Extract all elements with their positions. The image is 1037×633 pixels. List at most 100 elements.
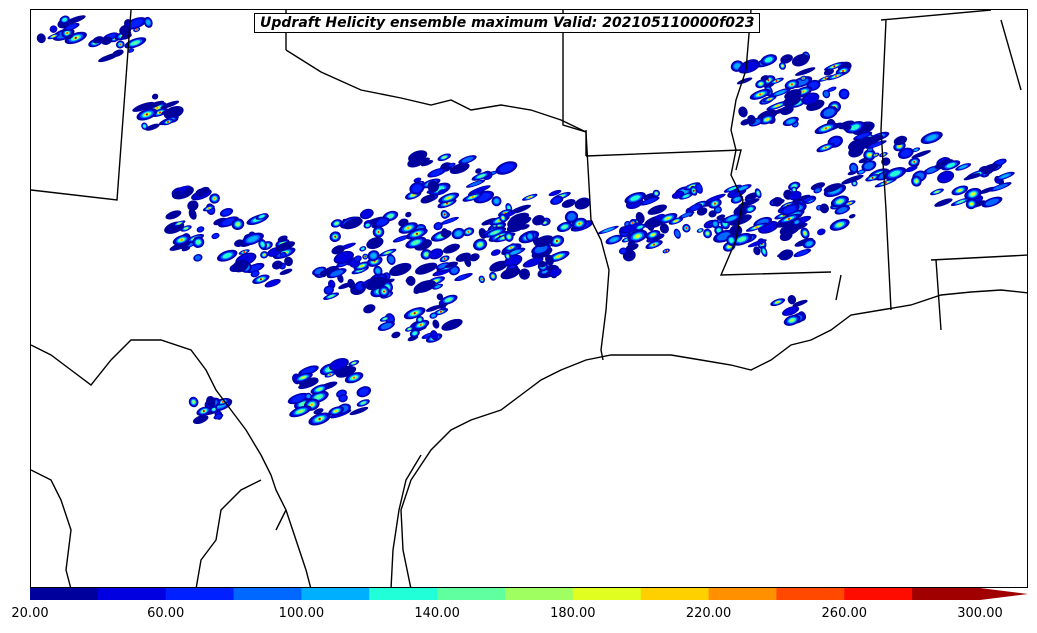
helicity-cell (355, 256, 361, 261)
helicity-cell (447, 196, 450, 199)
helicity-cell (266, 279, 280, 287)
helicity-cell (795, 67, 816, 76)
helicity-cell (436, 293, 444, 301)
helicity-cell (353, 376, 356, 379)
helicity-cell (66, 24, 77, 30)
helicity-cell (181, 246, 191, 252)
helicity-cell (360, 265, 363, 267)
helicity-cell (380, 322, 392, 330)
mississippi-river (719, 10, 832, 276)
helicity-cell (64, 15, 86, 25)
helicity-cell (424, 252, 428, 256)
helicity-cell (622, 223, 641, 233)
helicity-cell (469, 253, 480, 262)
helicity-cell (234, 239, 244, 247)
helicity-cell (260, 241, 265, 247)
helicity-cell (388, 255, 395, 264)
helicity-cell (319, 270, 328, 278)
helicity-cell (455, 231, 462, 237)
ar-la-border (585, 149, 742, 171)
helicity-cell (874, 154, 877, 157)
helicity-cell (727, 216, 737, 221)
helicity-cell (435, 303, 448, 309)
helicity-cell (438, 263, 448, 269)
helicity-cell (159, 111, 161, 114)
colorbar-segment (301, 588, 370, 600)
helicity-cell (728, 186, 737, 191)
helicity-cell (833, 65, 836, 68)
helicity-cell (415, 232, 418, 235)
helicity-cell (561, 198, 576, 208)
colorbar-tick-label: 60.00 (147, 606, 185, 621)
helicity-cell (824, 127, 828, 130)
helicity-cell (431, 314, 436, 318)
helicity-cell (407, 227, 410, 229)
helicity-cell (562, 225, 567, 229)
helicity-cell (489, 260, 508, 272)
helicity-cell (914, 148, 918, 151)
helicity-cell (893, 135, 908, 146)
colorbar-tick-label: 220.00 (685, 606, 732, 621)
helicity-cell (316, 387, 322, 391)
helicity-cell (837, 199, 843, 204)
helicity-cell (192, 414, 209, 424)
helicity-cell (858, 157, 869, 164)
helicity-cell (247, 236, 258, 242)
helicity-cell (776, 301, 779, 304)
helicity-cell (443, 218, 456, 224)
helicity-cell (770, 106, 790, 115)
helicity-cell (128, 19, 143, 28)
helicity-cell (202, 410, 205, 413)
helicity-cell (315, 395, 322, 399)
helicity-cell (659, 223, 669, 234)
helicity-cell (803, 93, 818, 104)
colorbar-extend-arrow (980, 588, 1028, 600)
helicity-cell (778, 249, 794, 261)
helicity-cell (793, 188, 796, 191)
helicity-cell (745, 192, 759, 200)
helicity-cell (665, 250, 668, 252)
helicity-cell (112, 49, 124, 57)
helicity-cell (340, 395, 347, 401)
helicity-cell (221, 218, 236, 226)
helicity-cell (450, 267, 458, 274)
helicity-cell (415, 263, 435, 275)
helicity-cell (692, 189, 695, 192)
helicity-cell (647, 204, 667, 215)
helicity-cell (51, 35, 56, 38)
helicity-cell (792, 194, 811, 203)
helicity-cell (791, 53, 810, 67)
helicity-cell (156, 106, 159, 109)
helicity-cell (804, 232, 806, 235)
helicity-cell (789, 191, 801, 200)
helicity-cell (279, 268, 293, 275)
helicity-cell (363, 304, 376, 314)
helicity-cell (635, 211, 645, 224)
helicity-cell (841, 174, 864, 185)
helicity-cell (510, 250, 520, 255)
colorbar-segment (912, 588, 981, 600)
tx-la-border (562, 10, 610, 361)
helicity-cell (101, 36, 113, 45)
state-boundaries (31, 10, 1027, 587)
helicity-cell (297, 409, 304, 414)
helicity-cell (492, 275, 494, 278)
helicity-cell (783, 306, 798, 316)
helicity-cell (412, 184, 422, 193)
helicity-cell (329, 373, 332, 376)
helicity-cell (334, 222, 339, 225)
colorbar-tick-label: 100.00 (278, 606, 325, 621)
helicity-cell (654, 214, 665, 220)
helicity-cell (222, 252, 232, 259)
helicity-cell (252, 271, 258, 277)
helicity-cell (427, 180, 440, 193)
helicity-cell (187, 200, 199, 211)
helicity-cell (650, 233, 656, 237)
helicity-cell (682, 194, 690, 198)
helicity-cell (480, 278, 483, 281)
colorbar-segment (844, 588, 913, 600)
helicity-cell (145, 123, 160, 131)
helicity-cell (446, 202, 448, 205)
helicity-cell (610, 237, 619, 242)
helicity-cell (145, 113, 148, 116)
